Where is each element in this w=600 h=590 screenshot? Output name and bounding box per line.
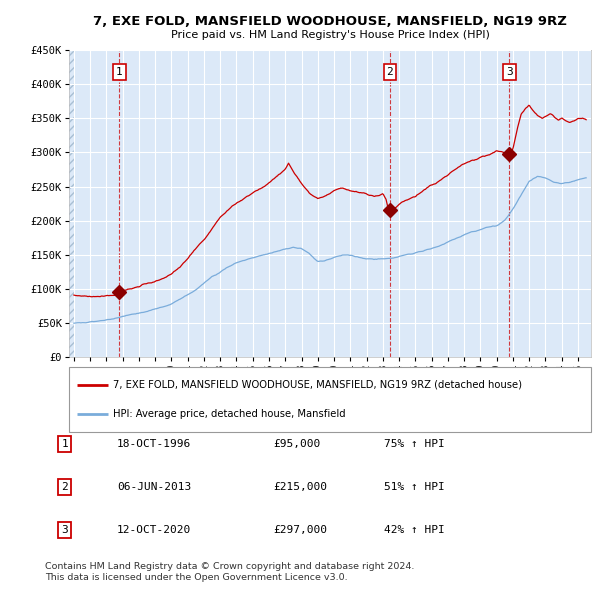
Text: 3: 3 [61, 525, 68, 535]
Text: £297,000: £297,000 [273, 525, 327, 535]
Text: 3: 3 [506, 67, 513, 77]
Text: 06-JUN-2013: 06-JUN-2013 [117, 482, 191, 491]
Text: 18-OCT-1996: 18-OCT-1996 [117, 439, 191, 448]
Text: 7, EXE FOLD, MANSFIELD WOODHOUSE, MANSFIELD, NG19 9RZ: 7, EXE FOLD, MANSFIELD WOODHOUSE, MANSFI… [93, 15, 567, 28]
Text: 2: 2 [386, 67, 393, 77]
Text: 51% ↑ HPI: 51% ↑ HPI [384, 482, 445, 491]
Text: HPI: Average price, detached house, Mansfield: HPI: Average price, detached house, Mans… [113, 409, 346, 419]
Text: Contains HM Land Registry data © Crown copyright and database right 2024.
This d: Contains HM Land Registry data © Crown c… [45, 562, 415, 582]
Bar [69, 50, 74, 357]
Text: £215,000: £215,000 [273, 482, 327, 491]
Text: Price paid vs. HM Land Registry's House Price Index (HPI): Price paid vs. HM Land Registry's House … [170, 30, 490, 40]
Text: 1: 1 [116, 67, 123, 77]
Text: £95,000: £95,000 [273, 439, 320, 448]
Text: 7, EXE FOLD, MANSFIELD WOODHOUSE, MANSFIELD, NG19 9RZ (detached house): 7, EXE FOLD, MANSFIELD WOODHOUSE, MANSFI… [113, 379, 523, 389]
Text: 75% ↑ HPI: 75% ↑ HPI [384, 439, 445, 448]
Text: 42% ↑ HPI: 42% ↑ HPI [384, 525, 445, 535]
FancyBboxPatch shape [69, 367, 591, 432]
Text: 1: 1 [61, 439, 68, 448]
Text: 2: 2 [61, 482, 68, 491]
Text: 12-OCT-2020: 12-OCT-2020 [117, 525, 191, 535]
